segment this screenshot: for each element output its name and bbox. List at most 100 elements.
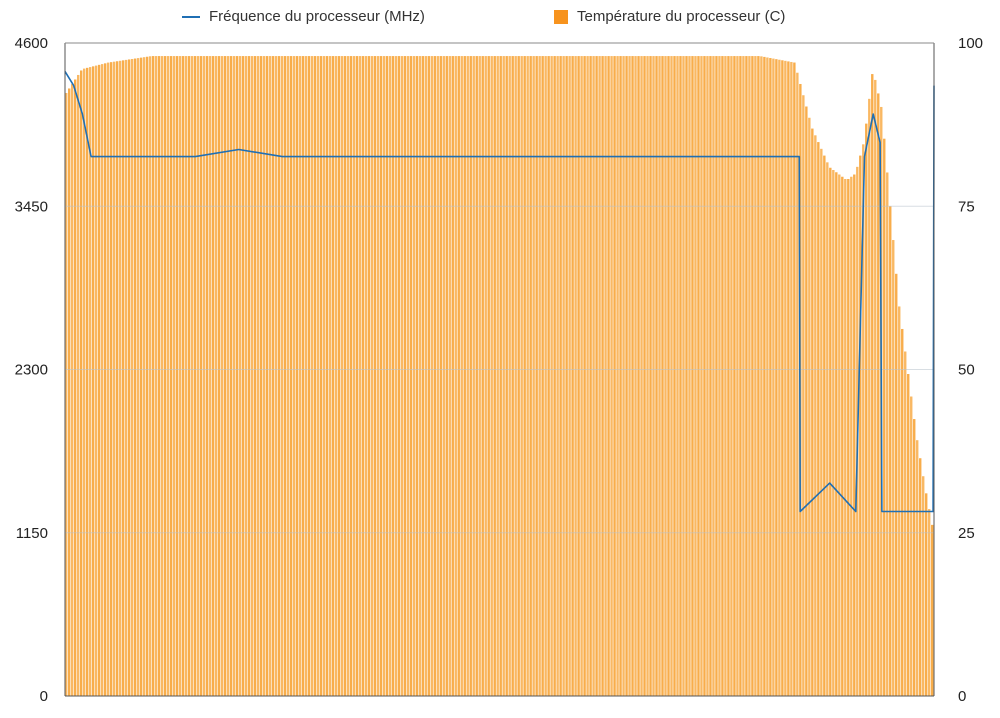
temperature-bar (325, 56, 329, 697)
temperature-bar (280, 56, 284, 697)
temperature-bar (517, 56, 520, 697)
temperature-bar (196, 56, 200, 697)
temperature-bar (124, 59, 128, 696)
temperature-bar (562, 56, 565, 697)
temperature-bar (850, 176, 853, 696)
temperature-bar (310, 56, 314, 697)
temperature-bar (289, 56, 293, 697)
right-tick-label: 75 (958, 198, 975, 215)
temperature-bar (757, 56, 760, 697)
temperature-bar (340, 56, 344, 697)
temperature-bar (394, 56, 398, 697)
temperature-bar (148, 56, 152, 697)
temperature-bar (364, 56, 368, 697)
temperature-bar (430, 56, 433, 697)
temperature-bar (715, 56, 718, 697)
temperature-bar (763, 56, 766, 696)
legend: Fréquence du processeur (MHz) Températur… (0, 0, 1000, 36)
temperature-bar (85, 67, 89, 697)
temperature-bar (211, 56, 215, 697)
temperature-bar (790, 61, 793, 697)
temperature-bar (574, 56, 577, 697)
temperature-bar (409, 56, 412, 697)
temperature-bar (916, 440, 919, 696)
temperature-bar (817, 142, 820, 696)
temperature-bar (706, 56, 709, 697)
temperature-bar (631, 56, 634, 697)
temperature-bar (529, 56, 532, 697)
temperature-bar (301, 56, 305, 697)
temperature-bar (166, 56, 170, 697)
temperature-bar (406, 56, 410, 697)
temperature-bar (592, 56, 595, 697)
temperature-bar (274, 56, 278, 697)
temperature-bar (718, 56, 721, 697)
temperature-bar (859, 155, 862, 697)
temperature-bar (349, 56, 353, 697)
temperature-bar (652, 56, 655, 697)
temperature-bar (868, 98, 871, 697)
temperature-bar (904, 351, 907, 696)
temperature-bar (418, 56, 421, 697)
temperature-bar (136, 58, 140, 696)
temperature-bar (727, 56, 730, 697)
temperature-bar (427, 56, 430, 697)
temperature-bar (907, 374, 910, 696)
temperature-bar (598, 56, 601, 697)
temperature-legend-square-icon (554, 9, 568, 24)
temperature-bar (265, 56, 269, 697)
temperature-bar (661, 56, 664, 697)
temperature-bar (112, 61, 116, 696)
temperature-bar (292, 56, 296, 697)
temperature-bar (577, 56, 580, 697)
temperature-bar (700, 56, 703, 697)
temperature-bar (610, 56, 613, 697)
temperature-bar (559, 56, 562, 697)
axes (64, 42, 935, 697)
temperature-bar (376, 56, 380, 697)
temperature-bar (514, 56, 517, 697)
temperature-bar (547, 56, 550, 697)
temperature-bar (712, 56, 715, 697)
temperature-bar (277, 56, 281, 697)
temperature-bar (565, 56, 568, 697)
temperature-bar (781, 60, 784, 696)
temperature-bar (532, 56, 535, 697)
temperature-bar (439, 56, 442, 697)
temperature-bar (226, 56, 230, 697)
temperature-bar (70, 83, 74, 697)
temperature-bar (760, 56, 763, 696)
temperature-bar (676, 56, 679, 697)
temperature-bar (571, 56, 574, 697)
temperature-bar (688, 56, 691, 697)
temperature-bar (121, 60, 125, 696)
temperature-bar (853, 174, 856, 696)
temperature-bar (487, 56, 490, 697)
legend-label-temperature: Température du processeur (C) (577, 8, 786, 25)
temperature-bar (163, 56, 167, 697)
temperature-bar (424, 56, 427, 697)
temperature-bar (769, 58, 772, 696)
temperature-bar (538, 56, 541, 697)
right-tick-label: 50 (958, 362, 975, 379)
temperature-bar (334, 56, 338, 697)
temperature-bar (613, 56, 616, 697)
legend-item-temperature[interactable]: Température du processeur (C) (554, 8, 785, 25)
temperature-bar (925, 493, 928, 696)
temperature-bar (619, 56, 622, 697)
temperature-bar (784, 60, 787, 696)
temperature-bar (844, 179, 847, 696)
legend-item-frequency[interactable]: Fréquence du processeur (MHz) (182, 8, 425, 25)
temperature-bar (622, 56, 625, 697)
temperature-bar (169, 56, 173, 697)
temperature-bar (919, 458, 922, 696)
temperature-bar (739, 56, 742, 697)
temperature-bar (421, 56, 424, 697)
temperature-bar (556, 56, 559, 697)
temperature-bar (901, 328, 904, 696)
temperature-bar (382, 56, 386, 697)
temperature-bar (775, 59, 778, 697)
temperature-bar (496, 56, 499, 697)
temperature-bar (526, 56, 529, 697)
temperature-bar (433, 56, 436, 697)
